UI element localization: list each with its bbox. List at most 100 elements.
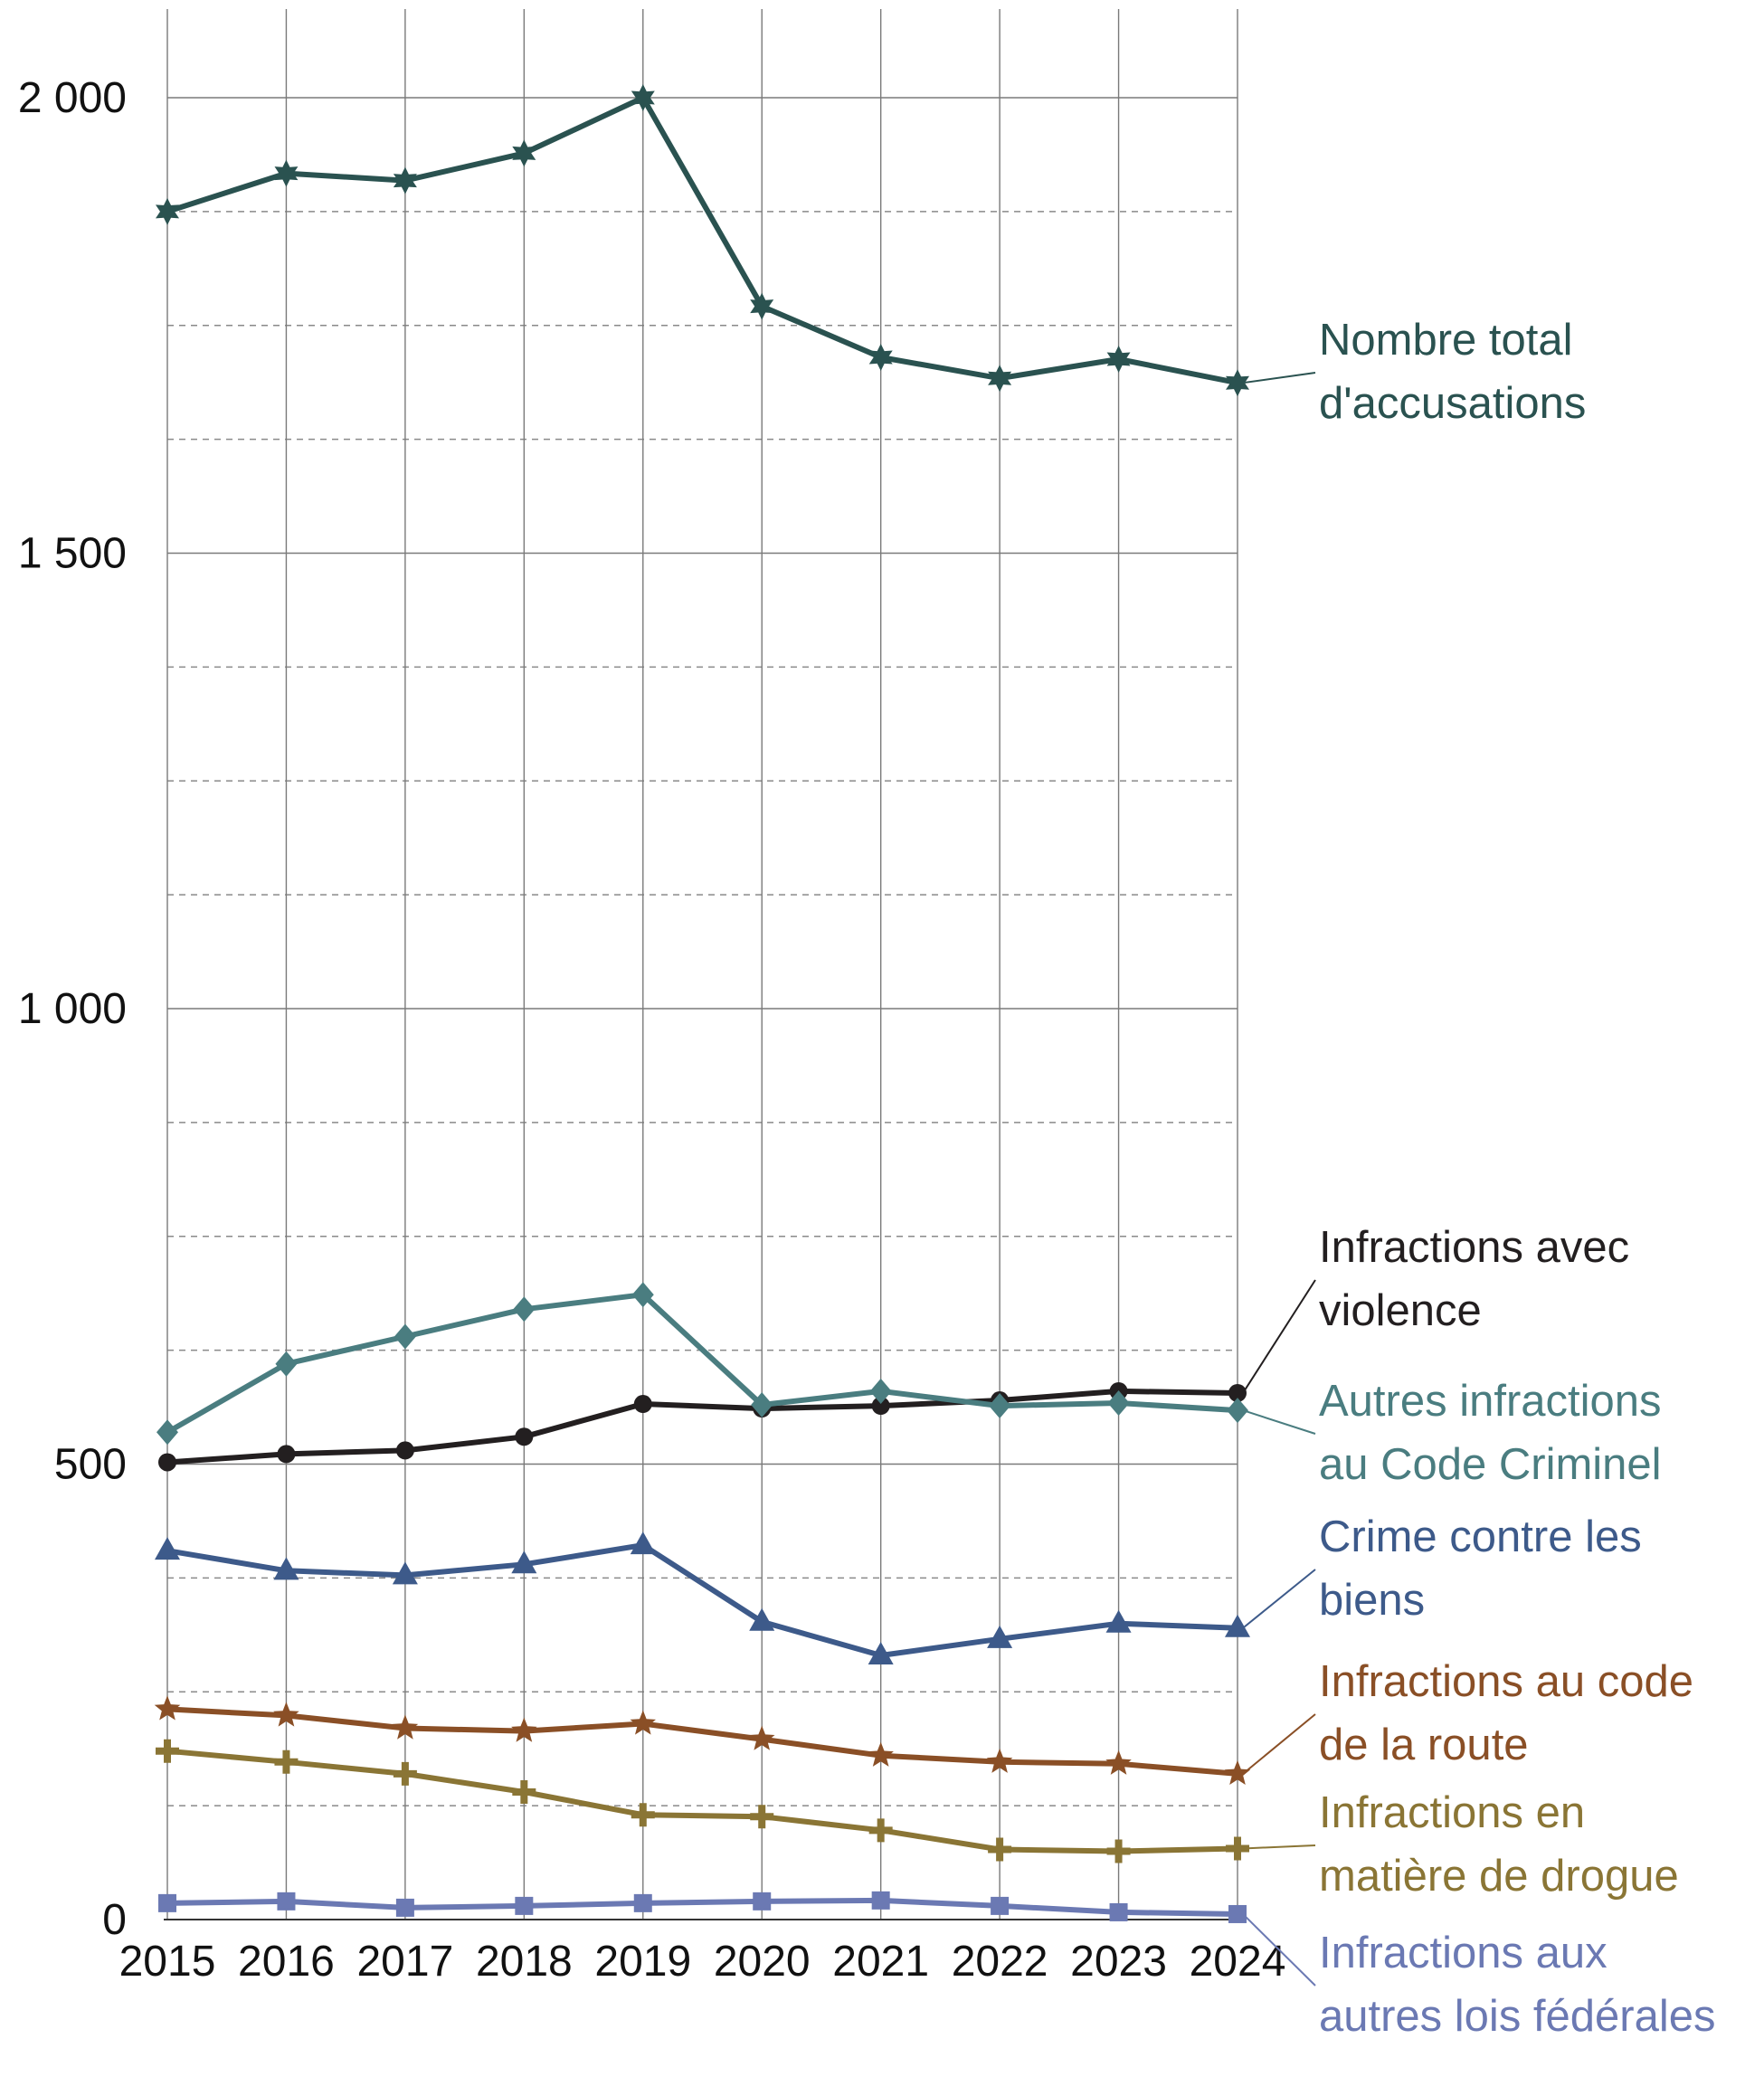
data-point-marker bbox=[633, 1395, 652, 1414]
data-point-marker bbox=[631, 1282, 654, 1308]
data-point-marker bbox=[511, 1550, 537, 1574]
series-line bbox=[165, 95, 1240, 386]
series-label: Infractions en matière de drogue bbox=[1319, 1788, 1679, 1901]
x-tick-label: 2023 bbox=[1070, 1938, 1167, 1986]
leader-line bbox=[1242, 1844, 1316, 1850]
data-point-marker bbox=[394, 1323, 416, 1350]
data-point-marker bbox=[1227, 1398, 1248, 1424]
leader-line bbox=[1242, 1279, 1316, 1394]
data-point-marker bbox=[515, 1896, 534, 1915]
data-point-marker bbox=[633, 1893, 652, 1912]
data-point-marker bbox=[750, 292, 774, 320]
data-point-marker bbox=[273, 1557, 299, 1580]
data-point-marker bbox=[1228, 1904, 1247, 1923]
series-1 bbox=[158, 1381, 1247, 1472]
data-point-marker bbox=[156, 197, 179, 225]
leader-line bbox=[1242, 1569, 1316, 1629]
data-point-marker bbox=[273, 1702, 299, 1727]
series-line bbox=[165, 1542, 1240, 1658]
data-point-marker bbox=[988, 365, 1012, 393]
data-point-marker bbox=[158, 1453, 176, 1472]
data-point-marker bbox=[1226, 369, 1249, 397]
series-label-line: Crime contre les bbox=[1319, 1512, 1642, 1561]
data-point-marker bbox=[154, 1695, 181, 1721]
data-point-marker bbox=[1106, 346, 1131, 373]
data-point-marker bbox=[869, 1378, 892, 1404]
y-tick-label: 2 000 bbox=[18, 74, 127, 122]
data-point-marker bbox=[871, 1397, 890, 1416]
data-point-marker bbox=[393, 166, 417, 194]
data-point-marker bbox=[749, 1607, 775, 1631]
x-tick-label: 2022 bbox=[952, 1938, 1048, 1986]
data-point-marker bbox=[1105, 1749, 1132, 1775]
data-point-marker bbox=[277, 1892, 296, 1911]
data-point-marker bbox=[751, 1392, 773, 1418]
data-point-marker bbox=[868, 1741, 894, 1767]
series-label-line: d'accusations bbox=[1319, 379, 1586, 428]
series-label-line: autres lois fédérales bbox=[1319, 1992, 1716, 2041]
series-label-line: Infractions aux bbox=[1319, 1929, 1608, 1977]
series-label-line: de la route bbox=[1319, 1721, 1529, 1769]
series-label-line: violence bbox=[1319, 1286, 1482, 1335]
series-5 bbox=[156, 1739, 1249, 1863]
series-label: Infractions aux autres lois fédérales bbox=[1319, 1929, 1716, 2041]
data-point-marker bbox=[156, 1739, 179, 1763]
series-line bbox=[165, 1388, 1240, 1465]
data-point-marker bbox=[392, 1561, 418, 1585]
data-point-marker bbox=[515, 1427, 534, 1446]
data-point-marker bbox=[277, 1445, 296, 1464]
y-tick-label: 500 bbox=[54, 1441, 127, 1489]
series-label-line: Nombre total bbox=[1319, 316, 1573, 365]
series-label: Infractions avec violence bbox=[1319, 1223, 1629, 1335]
x-tick-label: 2017 bbox=[356, 1938, 453, 1986]
data-point-marker bbox=[1109, 1902, 1128, 1921]
series-label-line: Infractions en bbox=[1319, 1788, 1585, 1837]
data-point-marker bbox=[512, 1780, 536, 1805]
leader-line bbox=[1242, 1409, 1316, 1435]
data-point-marker bbox=[989, 1393, 1011, 1419]
data-point-marker bbox=[1225, 1614, 1250, 1637]
data-point-marker bbox=[871, 1891, 890, 1910]
data-point-marker bbox=[392, 1714, 419, 1740]
data-point-marker bbox=[275, 1351, 298, 1377]
series-label-line: matière de drogue bbox=[1319, 1852, 1679, 1901]
label-layer: Nombre total d'accusations Infractions ave… bbox=[1242, 316, 1716, 2041]
data-point-marker bbox=[987, 1625, 1013, 1648]
series-0 bbox=[156, 84, 1249, 397]
data-point-marker bbox=[513, 1296, 536, 1323]
data-point-marker bbox=[511, 1717, 537, 1742]
data-point-marker bbox=[393, 1761, 417, 1786]
data-point-marker bbox=[868, 1641, 894, 1664]
x-tick-label: 2018 bbox=[476, 1938, 573, 1986]
series-layer bbox=[154, 84, 1251, 1923]
data-point-marker bbox=[274, 1749, 299, 1774]
series-3 bbox=[155, 1531, 1250, 1664]
series-label-line: Infractions au code bbox=[1319, 1657, 1693, 1706]
data-point-marker bbox=[158, 1893, 176, 1912]
grid-layer bbox=[166, 9, 1238, 1920]
data-point-marker bbox=[395, 1441, 414, 1460]
series-line bbox=[165, 1292, 1240, 1436]
y-tick-label: 1 000 bbox=[18, 985, 127, 1033]
series-label: Nombre total d'accusations bbox=[1319, 316, 1586, 428]
series-label-line: Infractions avec bbox=[1319, 1223, 1629, 1272]
series-label: Infractions au code de la route bbox=[1319, 1657, 1693, 1769]
series-label-line: Autres infractions bbox=[1319, 1377, 1662, 1426]
x-tick-label: 2019 bbox=[594, 1938, 691, 1986]
x-tick-label: 2021 bbox=[832, 1938, 929, 1986]
data-point-marker bbox=[274, 159, 299, 187]
y-tick-label: 0 bbox=[102, 1896, 127, 1944]
leader-line bbox=[1242, 372, 1316, 384]
data-point-marker bbox=[753, 1892, 772, 1911]
data-point-marker bbox=[1107, 1390, 1130, 1417]
data-point-marker bbox=[630, 1710, 656, 1735]
data-point-marker bbox=[631, 84, 655, 111]
axis-layer: 0 500 1 000 1 500 2 000 2015 2016 2017 2018 2019 2… bbox=[18, 74, 1286, 1986]
leader-line bbox=[1242, 1713, 1316, 1775]
data-point-marker bbox=[868, 344, 893, 371]
series-2 bbox=[156, 1282, 1248, 1446]
data-point-marker bbox=[988, 1837, 1012, 1862]
data-point-marker bbox=[630, 1531, 656, 1555]
